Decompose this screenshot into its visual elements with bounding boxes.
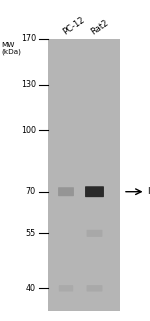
FancyBboxPatch shape (87, 285, 102, 291)
Text: 55: 55 (26, 229, 36, 238)
Text: Rat2: Rat2 (89, 18, 110, 37)
Text: PC-12: PC-12 (61, 15, 86, 37)
Text: 70: 70 (26, 187, 36, 196)
Text: 130: 130 (21, 80, 36, 89)
FancyBboxPatch shape (58, 187, 74, 196)
FancyBboxPatch shape (59, 285, 73, 291)
Text: 100: 100 (21, 126, 36, 134)
Text: 40: 40 (26, 284, 36, 293)
Text: IRAK1: IRAK1 (147, 187, 150, 196)
FancyBboxPatch shape (85, 186, 104, 197)
Text: 170: 170 (21, 34, 36, 43)
FancyBboxPatch shape (87, 230, 102, 237)
Text: MW
(kDa): MW (kDa) (2, 42, 21, 55)
Bar (48, 39, 120, 311)
